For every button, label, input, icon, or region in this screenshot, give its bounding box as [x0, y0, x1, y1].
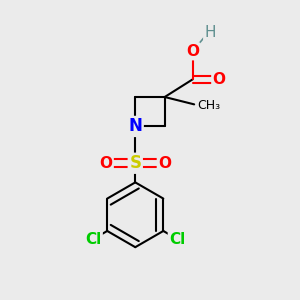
Text: Cl: Cl: [169, 232, 185, 247]
Text: O: O: [99, 156, 112, 171]
Text: CH₃: CH₃: [198, 99, 221, 112]
Text: S: S: [129, 154, 141, 172]
Text: O: O: [213, 72, 226, 87]
Text: H: H: [205, 25, 216, 40]
Text: N: N: [128, 117, 142, 135]
Text: O: O: [158, 156, 171, 171]
Text: O: O: [186, 44, 199, 59]
Text: Cl: Cl: [85, 232, 101, 247]
